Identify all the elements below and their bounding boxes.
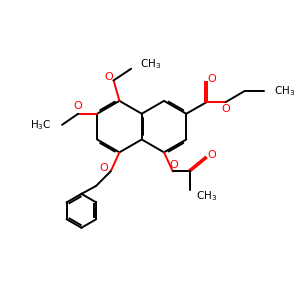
- Text: O: O: [74, 101, 82, 111]
- Text: O: O: [207, 150, 216, 160]
- Text: H$_3$C: H$_3$C: [30, 118, 52, 132]
- Text: O: O: [221, 104, 230, 114]
- Text: O: O: [170, 160, 178, 170]
- Text: CH$_3$: CH$_3$: [274, 84, 295, 98]
- Text: O: O: [208, 74, 216, 84]
- Text: O: O: [104, 73, 113, 82]
- Text: CH$_3$: CH$_3$: [140, 57, 161, 71]
- Text: CH$_3$: CH$_3$: [196, 189, 218, 203]
- Text: O: O: [99, 163, 108, 173]
